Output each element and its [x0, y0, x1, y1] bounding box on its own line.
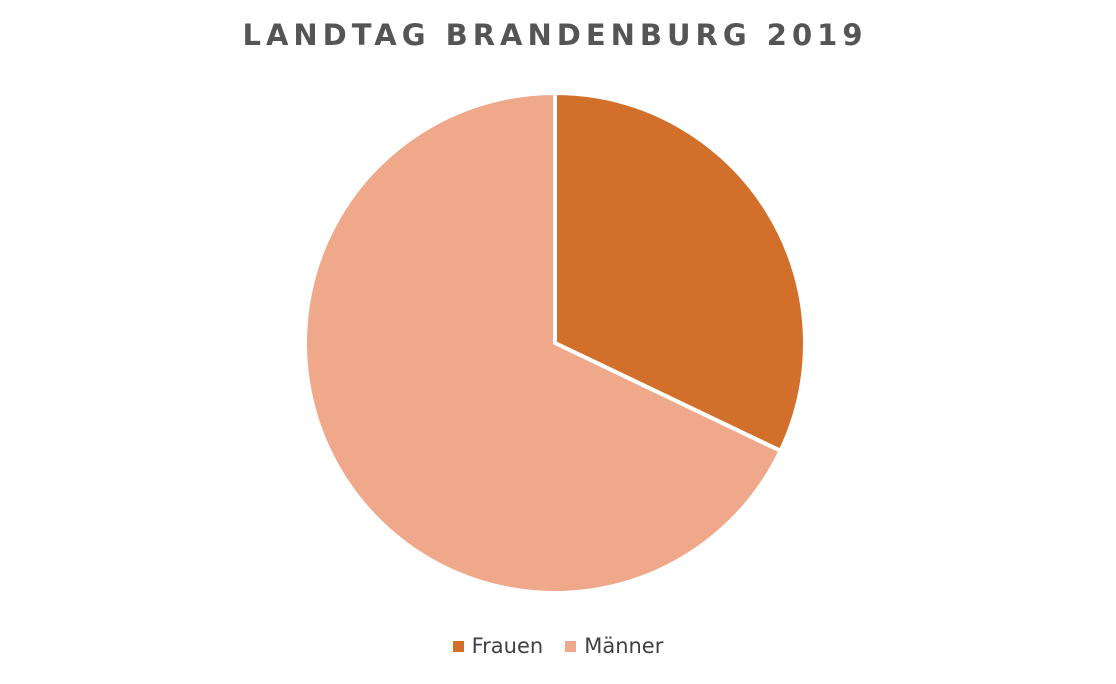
legend-label-maenner: Männer	[584, 634, 664, 658]
pie-slice-maenner	[303, 91, 783, 595]
legend-item-maenner: Männer	[565, 634, 663, 658]
pie-slice-frauen	[553, 91, 807, 453]
legend-swatch-maenner	[565, 640, 577, 652]
legend: Frauen Männer	[0, 634, 1116, 658]
legend-label-frauen: Frauen	[471, 634, 544, 658]
legend-swatch-frauen	[452, 640, 464, 652]
chart-title: LANDTAG BRANDENBURG 2019	[242, 18, 868, 52]
legend-item-frauen: Frauen	[452, 634, 544, 658]
